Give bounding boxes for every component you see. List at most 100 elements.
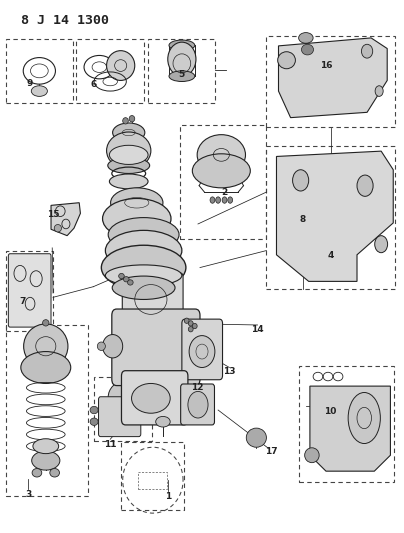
Ellipse shape [108, 381, 141, 413]
Text: 2: 2 [221, 188, 227, 197]
Ellipse shape [101, 245, 186, 290]
Polygon shape [310, 386, 390, 471]
Ellipse shape [103, 335, 123, 358]
Ellipse shape [31, 86, 47, 96]
Text: 8 J 14 1300: 8 J 14 1300 [21, 14, 109, 27]
Ellipse shape [156, 416, 170, 427]
Ellipse shape [90, 406, 98, 414]
Bar [76, 39, 144, 103]
FancyBboxPatch shape [122, 273, 183, 325]
Ellipse shape [188, 321, 193, 326]
Text: 17: 17 [265, 447, 278, 456]
Polygon shape [51, 203, 80, 236]
Ellipse shape [108, 217, 179, 252]
Ellipse shape [129, 116, 135, 122]
Ellipse shape [50, 469, 59, 477]
Bar [6, 251, 53, 332]
Text: 6: 6 [90, 80, 97, 89]
Ellipse shape [305, 448, 319, 463]
Ellipse shape [192, 324, 197, 329]
Bar [121, 442, 184, 510]
Ellipse shape [107, 51, 135, 80]
FancyBboxPatch shape [122, 370, 188, 425]
Text: 10: 10 [324, 407, 336, 416]
Ellipse shape [108, 158, 149, 173]
Ellipse shape [375, 86, 383, 96]
Ellipse shape [188, 391, 208, 418]
Ellipse shape [124, 277, 129, 282]
Bar [6, 325, 88, 496]
Ellipse shape [32, 451, 60, 470]
Text: 3: 3 [25, 489, 31, 498]
Text: 16: 16 [320, 61, 332, 70]
Ellipse shape [112, 276, 175, 300]
Ellipse shape [375, 236, 387, 253]
Ellipse shape [107, 132, 151, 169]
Ellipse shape [169, 40, 195, 51]
Bar [265, 147, 395, 289]
Ellipse shape [109, 146, 148, 165]
FancyBboxPatch shape [99, 397, 141, 437]
Ellipse shape [348, 392, 380, 443]
Polygon shape [276, 151, 393, 281]
Ellipse shape [103, 198, 171, 239]
Ellipse shape [189, 336, 215, 368]
Bar [265, 36, 395, 127]
Ellipse shape [128, 280, 133, 285]
Text: 13: 13 [223, 367, 236, 376]
FancyBboxPatch shape [112, 309, 200, 385]
Ellipse shape [105, 230, 182, 271]
Ellipse shape [132, 383, 170, 413]
Text: 4: 4 [328, 252, 334, 260]
Ellipse shape [278, 52, 295, 69]
Ellipse shape [197, 135, 246, 175]
Ellipse shape [362, 44, 373, 58]
Text: 14: 14 [251, 325, 264, 334]
Ellipse shape [184, 318, 189, 324]
Text: 7: 7 [20, 296, 26, 305]
Ellipse shape [24, 324, 68, 368]
Ellipse shape [228, 197, 233, 203]
Ellipse shape [301, 44, 314, 55]
Text: 8: 8 [299, 215, 306, 224]
Ellipse shape [216, 197, 221, 203]
Ellipse shape [42, 320, 49, 326]
FancyBboxPatch shape [182, 319, 223, 379]
Ellipse shape [21, 352, 71, 383]
Ellipse shape [292, 169, 309, 191]
Ellipse shape [32, 469, 42, 477]
Polygon shape [278, 38, 387, 118]
Ellipse shape [123, 118, 128, 124]
Text: 15: 15 [47, 210, 59, 219]
Text: 12: 12 [191, 383, 204, 392]
Ellipse shape [188, 327, 193, 332]
Text: 11: 11 [104, 440, 116, 449]
Ellipse shape [109, 174, 148, 189]
Ellipse shape [210, 197, 215, 203]
Ellipse shape [168, 42, 196, 76]
Bar [94, 377, 152, 441]
Ellipse shape [299, 33, 313, 43]
Text: 1: 1 [165, 491, 171, 500]
Ellipse shape [222, 197, 227, 203]
FancyBboxPatch shape [8, 254, 51, 327]
Bar [180, 125, 266, 239]
Ellipse shape [246, 428, 266, 447]
Ellipse shape [105, 265, 182, 286]
Bar [6, 39, 73, 103]
Ellipse shape [111, 188, 163, 217]
Ellipse shape [97, 342, 105, 351]
Bar [138, 472, 166, 489]
FancyBboxPatch shape [181, 384, 215, 425]
Ellipse shape [192, 154, 250, 188]
Bar [147, 39, 215, 103]
Ellipse shape [54, 224, 61, 232]
Ellipse shape [169, 71, 195, 82]
Text: 5: 5 [179, 70, 185, 78]
Ellipse shape [90, 418, 98, 425]
Ellipse shape [113, 123, 145, 142]
Ellipse shape [357, 175, 373, 196]
Ellipse shape [119, 273, 124, 279]
Bar [299, 366, 394, 482]
Ellipse shape [33, 439, 59, 454]
